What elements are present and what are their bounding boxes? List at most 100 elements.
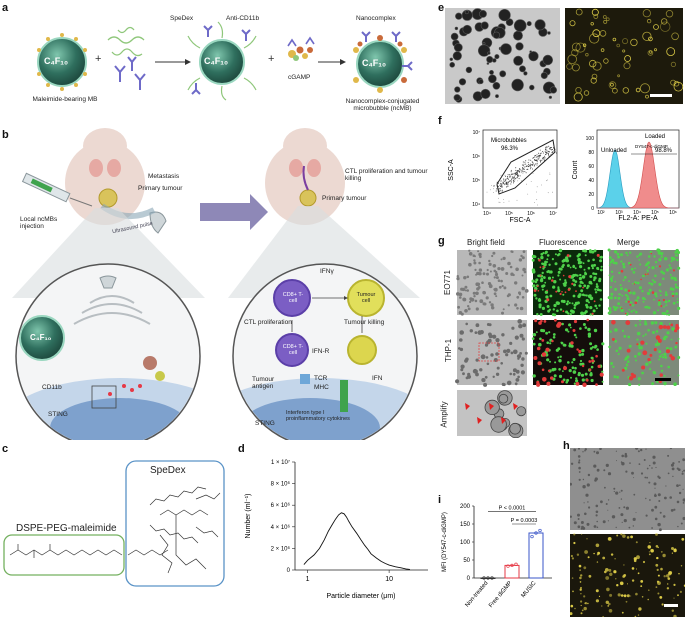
cell-dot: [462, 288, 465, 291]
cell-dot: [478, 262, 481, 265]
h-cell-dot: [672, 468, 675, 471]
green-cell: [570, 313, 572, 315]
red-cell: [669, 354, 672, 357]
red-cell: [557, 322, 562, 327]
cell-dot: [501, 312, 504, 315]
green-cell: [590, 372, 593, 375]
bubble-dot: [450, 62, 455, 67]
h-cell-dot: [655, 467, 656, 468]
scatter-event: [511, 171, 512, 172]
red-cell: [654, 348, 657, 351]
green-cell: [678, 338, 680, 340]
scatter-event: [518, 171, 519, 172]
bubble-dot: [493, 32, 500, 39]
green-cell: [597, 288, 600, 291]
cell-dot: [493, 376, 495, 378]
green-cell: [635, 311, 638, 314]
red-cell: [563, 275, 565, 277]
green-cell: [538, 343, 542, 347]
i-y-tick-label: 150: [460, 522, 471, 528]
green-cell: [591, 283, 593, 285]
h-cell-dot: [608, 472, 611, 475]
scatter-event: [546, 146, 547, 147]
cell-dot: [501, 258, 503, 260]
h-fluor-dot: [584, 550, 588, 554]
cell-dot: [490, 303, 493, 306]
scatter-event: [550, 148, 551, 149]
h-cell-dot: [582, 485, 585, 488]
cell-dot: [517, 319, 522, 324]
red-cell: [625, 313, 627, 315]
scatter-event: [550, 149, 551, 150]
green-cell: [583, 284, 586, 287]
cell-dot: [459, 296, 462, 299]
h-cell-dot: [641, 472, 643, 474]
h-fluor-dot: [672, 610, 674, 612]
green-cell: [649, 368, 651, 370]
green-cell: [582, 275, 586, 279]
scatter-gate-label: Microbubbles: [491, 138, 527, 144]
green-cell: [599, 259, 602, 262]
histogram-y-label: Count: [572, 161, 579, 180]
green-cell: [563, 300, 566, 303]
h-fluor-dot: [662, 554, 665, 557]
h-fluor-dot: [605, 568, 609, 572]
red-cell: [561, 380, 564, 383]
h-cell-dot: [622, 522, 623, 523]
cell-dot: [473, 259, 475, 261]
green-cell: [638, 384, 640, 386]
green-cell: [571, 310, 575, 314]
h-fluor-dot: [664, 575, 666, 577]
scatter-event: [517, 177, 518, 178]
green-cell: [546, 258, 548, 260]
green-cell: [566, 303, 569, 306]
green-cell: [586, 294, 588, 296]
green-cell: [591, 366, 594, 369]
h-cell-dot: [676, 484, 679, 487]
scatter-event: [510, 176, 511, 177]
h-cell-dot: [621, 462, 624, 465]
scatter-event: [491, 185, 492, 186]
scatter-event: [531, 181, 532, 182]
cell-dot: [481, 281, 484, 284]
green-cell: [581, 374, 584, 377]
green-cell: [622, 263, 625, 266]
bubble-dot: [454, 94, 460, 100]
h-fluor-dot: [627, 594, 630, 597]
h-cell-dot: [664, 497, 667, 500]
cell-dot: [513, 368, 517, 372]
plus-sign-2: +: [268, 53, 274, 65]
red-cell: [630, 264, 632, 266]
green-cell: [614, 288, 617, 291]
hist-x-tick: 10³: [615, 210, 623, 216]
h-cell-dot: [673, 509, 675, 511]
bubble-dot: [479, 10, 486, 17]
scatter-event: [514, 176, 515, 177]
cell-dot: [487, 363, 490, 366]
panel-b: Metastasis Primary tumour Local ncMBs in…: [0, 128, 435, 440]
green-cell: [585, 254, 587, 256]
green-cell: [579, 277, 582, 280]
cell-dot: [517, 371, 520, 374]
bubble-dot: [488, 75, 496, 83]
red-cell: [634, 283, 635, 284]
cell-dot: [474, 269, 476, 271]
cell-dot: [514, 303, 517, 306]
green-cell: [674, 279, 676, 281]
scatter-event: [537, 165, 538, 166]
green-cell: [652, 279, 654, 281]
cell-dot: [515, 382, 518, 385]
scatter-event: [545, 151, 546, 152]
green-cell: [666, 314, 668, 316]
bubble-dot: [529, 51, 539, 61]
green-cell: [640, 346, 643, 349]
red-cell: [538, 290, 540, 292]
h-fluor-dot: [649, 542, 650, 543]
h-cell-dot: [585, 448, 587, 450]
scatter-event: [515, 174, 516, 175]
green-cell: [593, 309, 596, 312]
h-cell-dot: [573, 449, 576, 452]
h-scale-bar-icon: [664, 604, 678, 607]
red-cell: [641, 366, 645, 370]
green-cell: [583, 249, 586, 252]
